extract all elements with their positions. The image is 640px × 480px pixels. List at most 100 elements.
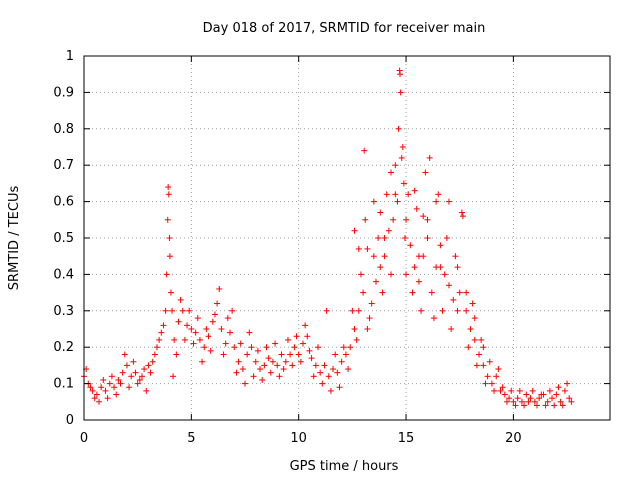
data-point [145, 362, 152, 369]
data-point [295, 351, 302, 358]
data-point [209, 318, 216, 325]
data-point [407, 242, 414, 249]
data-point [308, 355, 315, 362]
data-point [171, 336, 178, 343]
data-point [192, 329, 199, 336]
data-point [561, 387, 568, 394]
data-point [165, 184, 172, 191]
data-point [377, 264, 384, 271]
data-point [510, 398, 517, 405]
data-point [424, 235, 431, 241]
x-axis-title: GPS time / hours [290, 459, 399, 474]
data-point [272, 340, 279, 347]
data-point [476, 351, 483, 358]
data-point [162, 307, 169, 314]
data-point [454, 307, 461, 314]
x-tick-label: 5 [187, 431, 195, 446]
data-point [392, 191, 399, 198]
data-point [284, 336, 291, 343]
data-point [426, 154, 433, 161]
data-point [400, 180, 407, 187]
data-point [334, 369, 341, 376]
data-point [398, 154, 405, 161]
data-point [147, 369, 154, 376]
data-point [261, 362, 268, 369]
data-point [403, 216, 410, 223]
data-point [536, 395, 543, 402]
data-point [527, 395, 534, 402]
data-point [544, 398, 551, 405]
data-point [381, 235, 388, 241]
data-point [459, 213, 466, 220]
data-point [173, 351, 180, 358]
data-point [119, 369, 126, 376]
data-point [143, 387, 150, 394]
data-point [91, 395, 98, 402]
grid [84, 56, 610, 420]
y-tick-label: 0.2 [53, 340, 74, 355]
x-tick-label: 10 [290, 431, 307, 446]
data-point [321, 362, 328, 369]
data-point [514, 395, 521, 402]
data-point [259, 376, 266, 383]
data-point [211, 311, 218, 318]
data-point [388, 271, 395, 278]
data-point [518, 398, 525, 405]
data-point [128, 373, 135, 380]
data-point [330, 366, 337, 373]
data-point [435, 191, 442, 198]
data-point [351, 326, 358, 332]
data-point [445, 282, 452, 289]
data-point [452, 253, 459, 260]
data-point [347, 344, 354, 351]
data-point [508, 387, 515, 394]
x-tick-label: 20 [505, 431, 522, 446]
data-point [149, 358, 156, 365]
data-point [132, 369, 139, 376]
data-point [342, 351, 349, 358]
data-point [531, 398, 538, 405]
data-point [332, 351, 339, 358]
data-point [235, 358, 242, 365]
data-point [368, 300, 375, 307]
data-point [566, 395, 573, 402]
y-tick-label: 1 [66, 49, 74, 64]
data-point [207, 347, 214, 354]
y-tick-label: 0.7 [53, 158, 74, 173]
y-tick-label: 0 [66, 413, 74, 428]
data-point [163, 271, 170, 278]
x-tick-label: 15 [398, 431, 415, 446]
data-point [248, 344, 255, 351]
data-point [559, 402, 566, 409]
data-point [291, 344, 298, 351]
data-point [96, 398, 103, 405]
data-point [123, 362, 130, 369]
data-point [463, 307, 470, 314]
data-point [186, 307, 193, 314]
data-point [196, 336, 203, 343]
data-point [237, 340, 244, 347]
data-point [473, 362, 480, 369]
data-point [372, 278, 379, 285]
data-point [405, 191, 412, 198]
data-point [265, 355, 272, 362]
data-point [156, 336, 163, 343]
data-point [188, 326, 195, 332]
data-point [141, 366, 148, 373]
data-point [433, 198, 440, 205]
data-point [370, 253, 377, 260]
data-point [166, 235, 173, 241]
data-point [542, 402, 549, 409]
data-point [220, 351, 227, 358]
data-point [167, 289, 174, 296]
data-point [252, 358, 259, 365]
data-point [390, 216, 397, 223]
data-point [338, 358, 345, 365]
y-tick-label: 0.3 [53, 304, 74, 319]
data-points [81, 67, 575, 409]
data-point [437, 264, 444, 271]
data-point [222, 340, 229, 347]
data-point [233, 369, 240, 376]
